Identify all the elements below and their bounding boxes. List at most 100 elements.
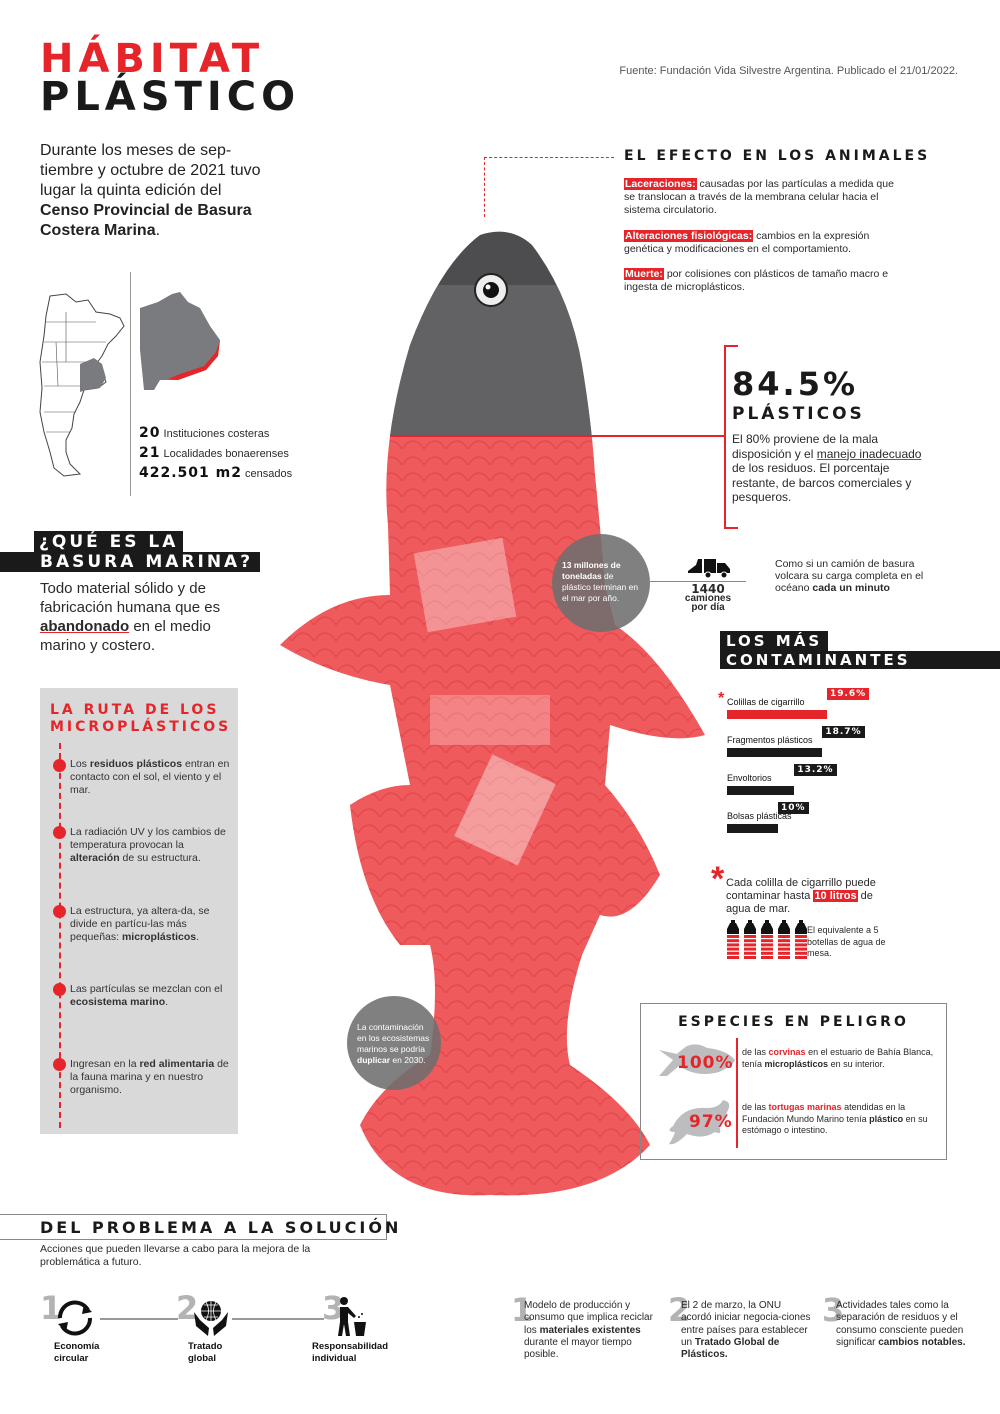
chart-title-bar: CONTAMINANTES (720, 651, 1000, 669)
text-segment: El 2 de marzo, la ONU acordó iniciar neg… (681, 1300, 811, 1348)
emphasis-text: plástico (869, 1113, 904, 1124)
emphasis-text: tortugas marinas (768, 1102, 842, 1112)
water-bottle-icon (778, 920, 790, 959)
emphasis-text: cada un minuto (812, 582, 890, 594)
text-segment: Como si un camión de basura volcara su c… (775, 558, 924, 594)
text-segment: de la fauna marina y en nuestro organism… (70, 1058, 229, 1096)
que-es-title-2: BASURA MARINA? (40, 552, 254, 572)
solucion-detail-1: Modelo de producción y consumo que impli… (524, 1300, 654, 1361)
especies-pct-corvinas: 100% (677, 1053, 734, 1073)
water-bottle-icon (744, 920, 756, 959)
bar-value-label: 13.2% (794, 764, 837, 776)
trucks-text: Como si un camión de basura volcara su c… (775, 558, 925, 594)
text-segment: La radiación UV y los cambios de tempera… (70, 826, 226, 851)
intro-text: Durante los meses de sep-tiembre y octub… (40, 141, 270, 241)
recycle-cycle-icon (57, 1300, 93, 1336)
water-bottle-icon (727, 920, 739, 959)
emphasis-text: residuos plásticos (89, 758, 183, 770)
ruta-timeline (59, 743, 61, 1128)
fish-divider-line (390, 435, 726, 437)
bar-label: Envoltorios (727, 773, 772, 783)
info-circle-tonnes: 13 millones de toneladas de plástico ter… (552, 534, 650, 632)
ruta-step-3: La estructura, ya altera-da, se divide e… (70, 905, 230, 944)
bar-label: Fragmentos plásticos (727, 735, 813, 745)
text-segment: entran en contacto con el sol, el viento… (70, 758, 230, 796)
stat-localidades: 21 Localidades bonaerenses (139, 445, 289, 461)
text-segment: Cada colilla de cigarrillo puede contami… (726, 877, 876, 902)
detail-number: 1 (511, 1291, 534, 1329)
emphasis-text: Tratado Global de Plásticos. (681, 1336, 780, 1361)
text-segment: El 80% proviene de la mala disposición y… (732, 432, 879, 461)
text-segment: causadas por las partículas a medida que… (624, 178, 894, 216)
que-es-title-1: ¿QUÉ ES LA (34, 531, 184, 553)
text-segment: en 2030. (390, 1055, 426, 1065)
text-segment: en su estómago o intestino. (742, 1113, 928, 1136)
timeline-dot (53, 826, 66, 839)
bar (727, 748, 823, 757)
bottles-group (726, 920, 808, 960)
que-es-title-bar (0, 552, 260, 572)
ruta-panel: LA RUTA DE LOS MICROPLÁSTICOS Los residu… (40, 688, 238, 1134)
buenos-aires-province-map-icon (140, 292, 220, 390)
detail-number: 3 (822, 1291, 845, 1329)
text-segment: Modelo de producción y consumo que impli… (524, 1300, 653, 1336)
emphasis-text: Alteraciones fisiológicas: (624, 230, 754, 242)
ruta-step-4: Las partículas se mezclan con el ecosist… (70, 983, 230, 1009)
bar (727, 710, 827, 719)
plastics-label: PLÁSTICOS (732, 404, 865, 424)
timeline-dot (53, 759, 66, 772)
efecto-item-muerte: Muerte: por colisiones con plásticos de … (624, 268, 904, 294)
action-number: 1 (40, 1289, 63, 1327)
contaminants-bar-chart: Colillas de cigarrillo * 19.6% Fragmentos p… (718, 688, 980, 838)
asterisk-icon: * (718, 690, 725, 707)
plastics-description: El 80% proviene de la mala disposición y… (732, 432, 932, 505)
info-circle-2030: La contaminación en los ecosistemas mari… (347, 996, 441, 1090)
especies-text-corvinas: de las corvinas en el estuario de Bahía … (742, 1047, 937, 1070)
turtle-icon (669, 1100, 730, 1145)
person-trash-icon (338, 1297, 366, 1336)
text-segment: atendidas en la Fundación Mundo Marino t… (742, 1102, 906, 1124)
census-stats: 20 Instituciones costeras 21 Localidades… (139, 424, 292, 484)
text-segment: en el medio marino y costero. (40, 618, 211, 654)
text-segment: de las (742, 1102, 769, 1112)
especies-pct-tortugas: 97% (689, 1112, 733, 1132)
divider (130, 272, 131, 496)
text-segment: por colisiones con plásticos de tamaño m… (624, 268, 889, 293)
text-segment: cambios en la expresión genética y modif… (624, 230, 870, 255)
text-segment: Durante los meses de sep-tiembre y octub… (40, 142, 261, 199)
bar-value-label: 10% (778, 802, 809, 814)
connector-line (100, 1318, 178, 1320)
emphasis-text: microplásticos (764, 1058, 829, 1069)
bar-label: Colillas de cigarrillo (727, 697, 805, 707)
solucion-detail-3: Actividades tales como la separación de … (836, 1300, 966, 1349)
stat-instituciones: 20 Instituciones costeras (139, 425, 270, 441)
action-number: 2 (176, 1289, 199, 1327)
efecto-item-laceraciones: Laceraciones: causadas por las partícula… (624, 178, 904, 217)
bar (727, 824, 778, 833)
title-line-2: PLÁSTICO (40, 74, 301, 120)
ruta-step-1: Los residuos plásticos entran en contact… (70, 758, 230, 797)
ruta-title: LA RUTA DE LOS MICROPLÁSTICOS (50, 702, 232, 735)
text-segment: . (196, 931, 200, 943)
text-segment: . (165, 996, 169, 1008)
emphasis-text: alteración (70, 852, 120, 864)
ruta-step-5: Ingresan en la red alimentaria de la fau… (70, 1058, 230, 1097)
garbage-truck-icon (688, 559, 730, 579)
text-segment: Las partículas se mezclan con el (70, 983, 223, 995)
stat-m2: 422.501 m2 censados (139, 465, 293, 481)
bar-value-label: 18.7% (822, 726, 865, 738)
emphasis-text: microplásticos (121, 931, 197, 943)
connector-line (648, 581, 746, 582)
text-segment: La contaminación en los ecosistemas mari… (357, 1022, 430, 1054)
action-number: 3 (322, 1289, 345, 1327)
text-segment: Todo material sólido y de fabricación hu… (40, 580, 221, 616)
divider (736, 1038, 738, 1148)
bracket (724, 345, 738, 529)
title-line-1: HÁBITAT (40, 36, 265, 82)
text-segment: en el estuario de Bahía Blanca, tenía (742, 1047, 934, 1069)
action-label-responsabilidad: Responsabilidad individual (312, 1341, 389, 1364)
solucion-title: DEL PROBLEMA A LA SOLUCIÓN (40, 1218, 402, 1237)
text-segment: durante el mayor tiempo posible. (524, 1336, 632, 1361)
detail-number: 2 (668, 1291, 691, 1329)
action-label-tratado: Tratado global (188, 1341, 223, 1364)
